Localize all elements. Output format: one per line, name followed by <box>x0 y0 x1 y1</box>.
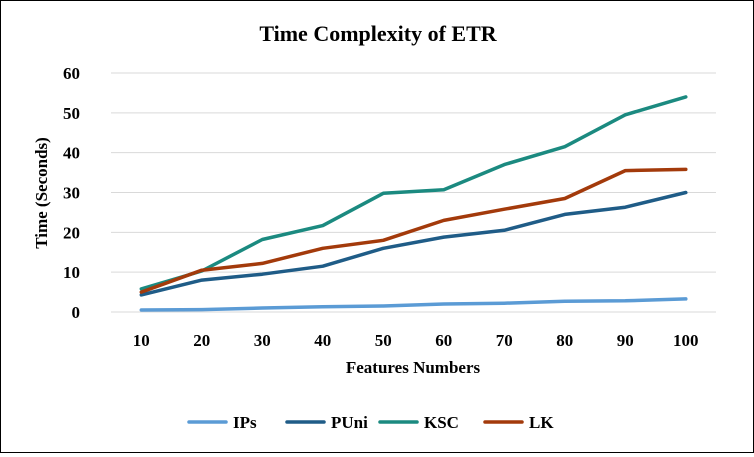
y-tick-label: 60 <box>63 64 80 83</box>
legend-label: IPs <box>233 413 257 432</box>
x-tick-label: 60 <box>435 331 452 350</box>
y-axis-ticks: 0 10 20 30 40 50 60 <box>63 64 80 322</box>
x-tick-label: 30 <box>254 331 271 350</box>
series-line-ksc <box>139 95 688 291</box>
x-tick-label: 10 <box>133 331 150 350</box>
y-tick-label: 40 <box>63 144 80 163</box>
gridlines <box>111 72 716 313</box>
y-tick-label: 50 <box>63 104 80 123</box>
x-tick-label: 100 <box>673 331 699 350</box>
legend-label: KSC <box>424 413 459 432</box>
legend-label: LK <box>529 413 554 432</box>
x-tick-label: 50 <box>375 331 392 350</box>
x-axis-ticks: 10 20 30 40 50 60 70 80 90 100 <box>133 331 699 350</box>
series-line-ips <box>139 297 688 312</box>
x-tick-label: 70 <box>496 331 513 350</box>
legend: IPs PUni KSC LK <box>187 413 554 432</box>
chart-title: Time Complexity of ETR <box>259 21 497 46</box>
y-tick-label: 0 <box>72 303 81 322</box>
y-tick-label: 10 <box>63 263 80 282</box>
legend-label: PUni <box>331 413 368 432</box>
x-axis-title: Features Numbers <box>346 358 481 377</box>
x-tick-label: 90 <box>617 331 634 350</box>
x-tick-label: 80 <box>556 331 573 350</box>
y-axis-title: Time (Seconds) <box>32 137 51 249</box>
y-tick-label: 30 <box>63 184 80 203</box>
y-tick-label: 20 <box>63 223 80 242</box>
x-tick-label: 20 <box>193 331 210 350</box>
series-lines <box>139 95 688 312</box>
series-line-lk <box>139 167 688 294</box>
x-tick-label: 40 <box>314 331 331 350</box>
series-line-puni <box>139 190 688 297</box>
